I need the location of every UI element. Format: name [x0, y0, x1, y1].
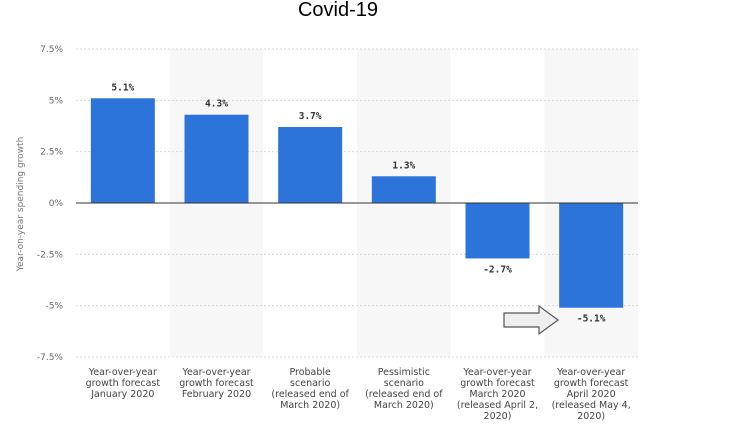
- x-category-label: Year-over-year growth forecast January 202…: [86, 367, 161, 400]
- bar: [184, 114, 249, 203]
- data-label: 1.3%: [392, 160, 415, 171]
- data-label: -2.7%: [483, 264, 512, 275]
- data-label: 3.7%: [299, 111, 322, 122]
- x-axis-categories: Year-over-year growth forecast January 202…: [86, 367, 631, 422]
- x-category-label: Year-over-year growth forecast February 20…: [179, 367, 254, 400]
- y-axis-ticks: 7.5% 5% 2.5% 0% -2.5% -5% -7.5%: [37, 45, 64, 363]
- y-tick-label: -5%: [45, 302, 63, 312]
- data-label: -5.1%: [577, 314, 606, 325]
- data-labels: 5.1% 4.3% 3.7% 1.3% -2.7% -5.1%: [111, 82, 605, 324]
- data-label: 4.3%: [205, 99, 228, 110]
- y-axis-label: Year-on-year spending growth: [16, 137, 26, 273]
- bar: [278, 127, 343, 203]
- y-tick-label: 5%: [49, 96, 64, 106]
- bar: [371, 176, 436, 203]
- x-category-label: Probable scenario (released end of March 20…: [271, 367, 349, 411]
- x-category-label: Year-over-year growth forecast April 2020(…: [552, 367, 631, 422]
- arrow-icon: [503, 304, 560, 336]
- gridlines: [76, 48, 638, 358]
- bar: [465, 203, 530, 259]
- x-category-label: Year-over-year growth forecast March 2020(…: [457, 367, 538, 422]
- x-category-label: Pessimistic scenario (released end of March…: [365, 367, 443, 411]
- bar: [90, 98, 155, 203]
- chart-title: Covid-19: [298, 0, 378, 21]
- y-tick-label: 0%: [49, 199, 64, 209]
- y-tick-label: -2.5%: [37, 250, 64, 260]
- y-tick-label: 7.5%: [40, 45, 63, 55]
- data-label: 5.1%: [111, 82, 134, 93]
- y-tick-label: 2.5%: [40, 148, 63, 158]
- bar: [559, 203, 624, 308]
- bars: [90, 98, 624, 308]
- y-tick-label: -7.5%: [37, 353, 64, 363]
